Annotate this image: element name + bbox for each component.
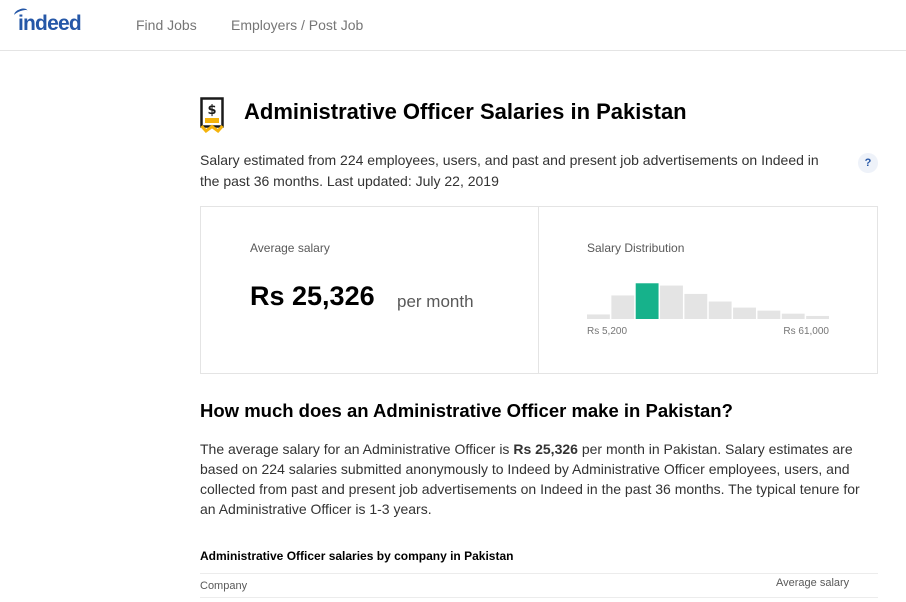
body-text-salary: Rs 25,326	[513, 441, 578, 457]
distribution-max-label: Rs 61,000	[783, 326, 829, 337]
histogram-bar	[684, 293, 708, 319]
site-header: indeed Find Jobs Employers / Post Job	[0, 0, 906, 51]
help-icon[interactable]: ?	[858, 153, 878, 173]
distribution-min-label: Rs 5,200	[587, 326, 628, 337]
table-divider	[200, 597, 878, 598]
salary-card: Average salary Rs 25,326 per month Salar…	[200, 206, 878, 374]
card-divider	[538, 207, 539, 373]
nav-find-jobs[interactable]: Find Jobs	[136, 17, 197, 33]
column-header-company[interactable]: Company	[200, 580, 248, 592]
body-text-before: The average salary for an Administrative…	[200, 441, 514, 457]
histogram-bar-highlighted	[635, 283, 659, 319]
histogram-bar	[708, 301, 732, 319]
salary-summary-text: Salary estimated from 224 employees, use…	[200, 152, 819, 189]
histogram-bar	[806, 315, 829, 319]
table-divider	[200, 573, 878, 574]
salary-distribution-histogram	[587, 283, 829, 319]
indeed-logo[interactable]: indeed	[13, 6, 82, 36]
histogram-bar	[757, 310, 781, 319]
page-title: Administrative Officer Salaries in Pakis…	[244, 99, 687, 124]
nav-employers-post-job[interactable]: Employers / Post Job	[231, 17, 364, 33]
histogram-bar	[781, 313, 805, 319]
histogram-bar	[587, 314, 610, 319]
salary-distribution-label: Salary Distribution	[587, 241, 685, 255]
company-table-title: Administrative Officer salaries by compa…	[200, 549, 514, 563]
histogram-bar	[733, 307, 756, 319]
section-heading: How much does an Administrative Officer …	[200, 400, 733, 421]
histogram-bar	[660, 285, 683, 319]
logo-text: indeed	[18, 12, 82, 35]
histogram-bar	[611, 295, 635, 319]
average-salary-unit: per month	[397, 292, 474, 311]
section-body-text: The average salary for an Administrative…	[200, 439, 870, 519]
average-salary-value: Rs 25,326	[250, 281, 375, 311]
svg-text:$: $	[207, 103, 216, 118]
column-header-average-salary[interactable]: Average salary	[776, 577, 850, 589]
body-text-after: per month in Pakistan. Salary estimates …	[200, 441, 860, 517]
salary-receipt-icon: $	[200, 97, 224, 133]
average-salary-label: Average salary	[250, 241, 330, 255]
